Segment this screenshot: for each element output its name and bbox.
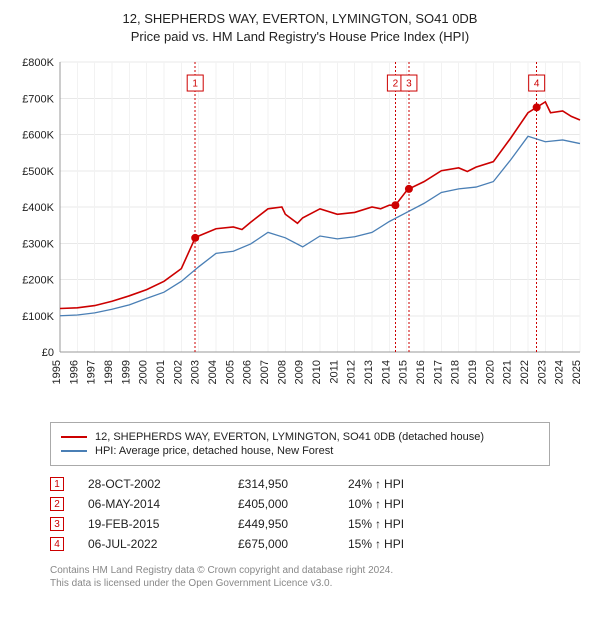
events-table: 1 28-OCT-2002 £314,950 24% ↑ HPI 2 06-MA…: [50, 474, 550, 554]
svg-text:2024: 2024: [554, 360, 566, 384]
event-marker: 3: [50, 517, 64, 531]
svg-text:1: 1: [192, 79, 198, 90]
up-arrow-icon: ↑: [375, 497, 381, 511]
svg-text:2007: 2007: [259, 360, 271, 384]
footnote: Contains HM Land Registry data © Crown c…: [50, 564, 550, 590]
event-price: £405,000: [238, 497, 348, 511]
up-arrow-icon: ↑: [375, 477, 381, 491]
svg-text:1998: 1998: [103, 360, 115, 384]
svg-text:£0: £0: [42, 347, 54, 359]
event-marker: 1: [50, 477, 64, 491]
chart-title-block: 12, SHEPHERDS WAY, EVERTON, LYMINGTON, S…: [10, 10, 590, 46]
footnote-line2: This data is licensed under the Open Gov…: [50, 577, 550, 590]
svg-text:2004: 2004: [207, 360, 219, 384]
svg-text:2000: 2000: [138, 360, 150, 384]
event-date: 06-MAY-2014: [88, 497, 238, 511]
svg-text:2018: 2018: [450, 360, 462, 384]
svg-text:2001: 2001: [155, 360, 167, 384]
event-price: £314,950: [238, 477, 348, 491]
svg-text:£100K: £100K: [22, 311, 54, 323]
event-marker: 4: [50, 537, 64, 551]
svg-text:2002: 2002: [172, 360, 184, 384]
event-pct: 15% ↑ HPI: [348, 537, 438, 551]
event-row: 2 06-MAY-2014 £405,000 10% ↑ HPI: [50, 494, 550, 514]
up-arrow-icon: ↑: [375, 517, 381, 531]
svg-text:2016: 2016: [415, 360, 427, 384]
svg-text:1995: 1995: [51, 360, 63, 384]
svg-text:2022: 2022: [519, 360, 531, 384]
chart-svg: £0 £100K £200K £300K £400K £500K £600K £700K £80…: [10, 52, 590, 412]
svg-text:3: 3: [406, 79, 412, 90]
event-date: 19-FEB-2015: [88, 517, 238, 531]
svg-text:2012: 2012: [346, 360, 358, 384]
event-marker: 2: [50, 497, 64, 511]
up-arrow-icon: ↑: [375, 537, 381, 551]
svg-text:1997: 1997: [86, 360, 98, 384]
svg-text:2011: 2011: [328, 360, 340, 384]
event-price: £449,950: [238, 517, 348, 531]
event-date: 28-OCT-2002: [88, 477, 238, 491]
chart-title-line2: Price paid vs. HM Land Registry's House …: [10, 28, 590, 46]
svg-text:2006: 2006: [242, 360, 254, 384]
legend-item-hpi: HPI: Average price, detached house, New …: [61, 445, 539, 457]
svg-text:2003: 2003: [190, 360, 202, 384]
svg-text:2015: 2015: [398, 360, 410, 384]
legend: 12, SHEPHERDS WAY, EVERTON, LYMINGTON, S…: [50, 422, 550, 466]
svg-text:2014: 2014: [380, 360, 392, 384]
svg-text:2020: 2020: [484, 360, 496, 384]
event-pct: 15% ↑ HPI: [348, 517, 438, 531]
legend-swatch-hpi: [61, 450, 87, 452]
svg-text:1999: 1999: [120, 360, 132, 384]
event-row: 1 28-OCT-2002 £314,950 24% ↑ HPI: [50, 474, 550, 494]
footnote-line1: Contains HM Land Registry data © Crown c…: [50, 564, 550, 577]
svg-text:£500K: £500K: [22, 166, 54, 178]
svg-text:£800K: £800K: [22, 57, 54, 69]
svg-text:£200K: £200K: [22, 275, 54, 287]
svg-text:2: 2: [393, 79, 399, 90]
svg-text:2013: 2013: [363, 360, 375, 384]
chart-title-line1: 12, SHEPHERDS WAY, EVERTON, LYMINGTON, S…: [10, 10, 590, 28]
legend-label-subject: 12, SHEPHERDS WAY, EVERTON, LYMINGTON, S…: [95, 431, 484, 443]
event-row: 3 19-FEB-2015 £449,950 15% ↑ HPI: [50, 514, 550, 534]
svg-text:2010: 2010: [311, 360, 323, 384]
svg-text:2008: 2008: [276, 360, 288, 384]
chart-area: £0 £100K £200K £300K £400K £500K £600K £700K £80…: [10, 52, 590, 412]
svg-text:2005: 2005: [224, 360, 236, 384]
svg-text:2017: 2017: [432, 360, 444, 384]
svg-text:1996: 1996: [68, 360, 80, 384]
svg-text:2025: 2025: [571, 360, 583, 384]
svg-text:4: 4: [534, 79, 540, 90]
legend-item-subject: 12, SHEPHERDS WAY, EVERTON, LYMINGTON, S…: [61, 431, 539, 443]
event-date: 06-JUL-2022: [88, 537, 238, 551]
svg-text:£400K: £400K: [22, 202, 54, 214]
svg-text:2023: 2023: [536, 360, 548, 384]
svg-text:2019: 2019: [467, 360, 479, 384]
event-price: £675,000: [238, 537, 348, 551]
legend-swatch-subject: [61, 436, 87, 438]
event-pct: 10% ↑ HPI: [348, 497, 438, 511]
legend-label-hpi: HPI: Average price, detached house, New …: [95, 445, 333, 457]
svg-text:£600K: £600K: [22, 130, 54, 142]
svg-text:£300K: £300K: [22, 239, 54, 251]
event-row: 4 06-JUL-2022 £675,000 15% ↑ HPI: [50, 534, 550, 554]
svg-text:2021: 2021: [502, 360, 514, 384]
event-pct: 24% ↑ HPI: [348, 477, 438, 491]
svg-text:£700K: £700K: [22, 94, 54, 106]
svg-text:2009: 2009: [294, 360, 306, 384]
